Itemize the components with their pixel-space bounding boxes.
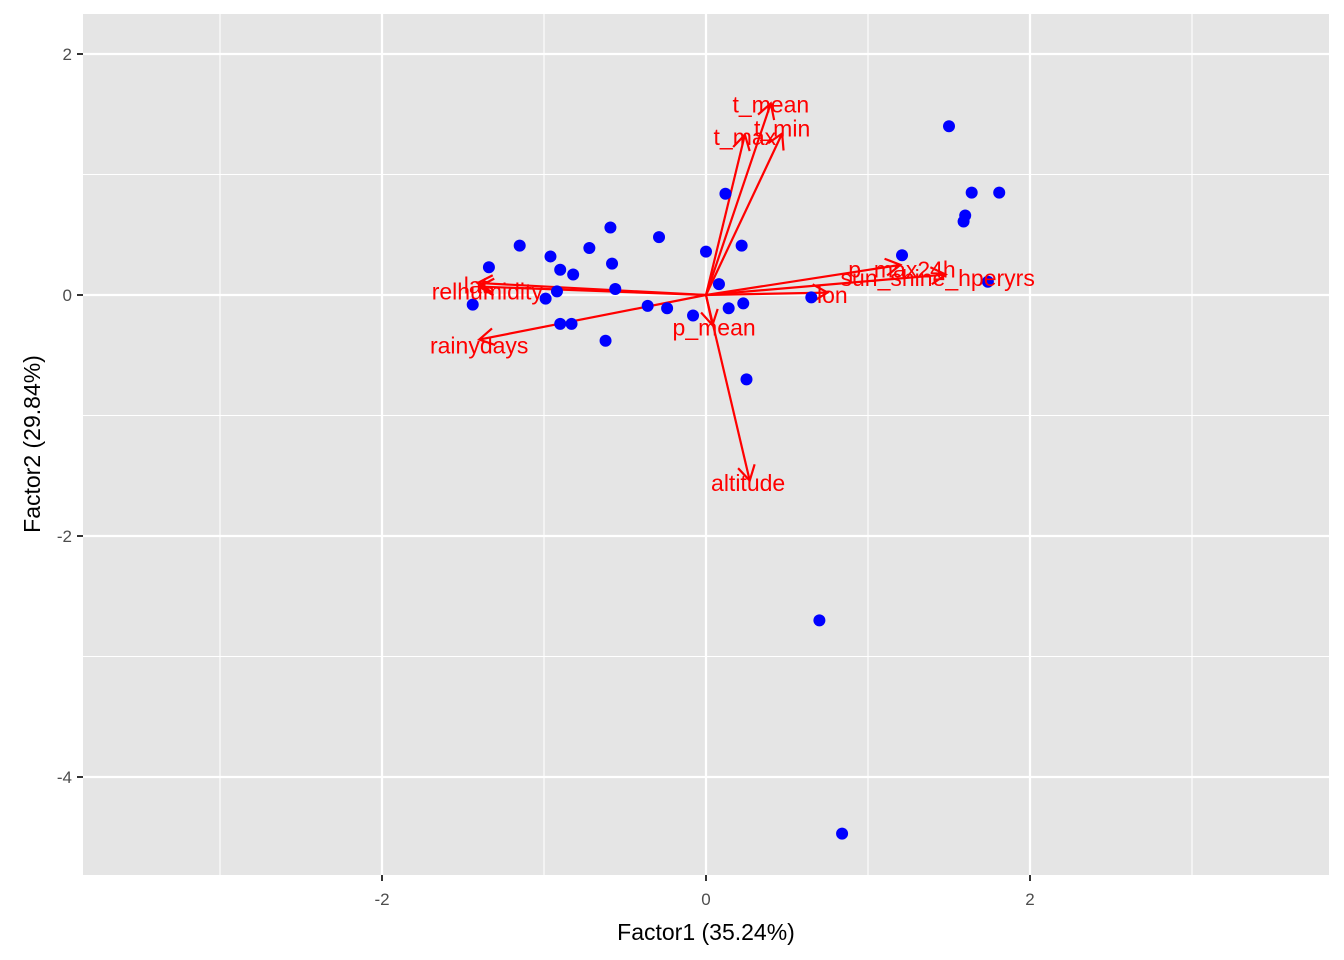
data-point xyxy=(661,302,674,315)
vector-label-t_min: t_min xyxy=(754,116,810,142)
arrowhead-icon xyxy=(767,131,785,151)
arrowhead-icon xyxy=(477,277,495,297)
data-point xyxy=(993,186,1006,199)
x-tick-label: -2 xyxy=(374,890,389,909)
data-point xyxy=(567,268,580,281)
data-point xyxy=(482,261,495,274)
y-axis-title: Factor2 (29.84%) xyxy=(19,355,45,533)
data-point xyxy=(599,334,612,347)
data-point xyxy=(583,242,596,255)
data-point xyxy=(957,215,970,228)
data-point xyxy=(539,292,552,305)
data-point xyxy=(965,186,978,199)
y-tick-label: 0 xyxy=(63,286,72,305)
grid-major xyxy=(83,14,1329,875)
data-point xyxy=(836,827,849,840)
arrowhead-icon xyxy=(732,132,751,152)
y-tick-label: 2 xyxy=(63,45,72,64)
data-point xyxy=(805,291,818,304)
data-point xyxy=(943,120,955,133)
vector-label-lat: lat xyxy=(464,272,489,298)
vector-t_mean xyxy=(704,103,772,296)
y-axis: 2 0 -2 -4 xyxy=(57,45,83,787)
data-point xyxy=(544,250,557,263)
vector-label-sun_shine_hperyrs: sun_shine_hperyrs xyxy=(840,265,1034,291)
arrowhead-icon xyxy=(884,257,903,277)
y-tick-label: -2 xyxy=(57,527,72,546)
data-point xyxy=(653,231,666,244)
vector-relhumidity xyxy=(479,285,707,297)
data-point xyxy=(513,239,526,252)
vector-label-rainydays: rainydays xyxy=(430,333,528,359)
data-point xyxy=(609,282,622,295)
vector-t_min xyxy=(705,133,784,296)
vector-p_max24h xyxy=(705,263,901,297)
data-point xyxy=(604,221,617,234)
data-point xyxy=(565,317,578,330)
arrowhead-icon xyxy=(477,327,496,347)
arrowhead-icon xyxy=(757,101,776,121)
data-point xyxy=(813,614,826,627)
data-point xyxy=(737,297,750,310)
arrowhead-icon xyxy=(929,266,948,286)
arrowhead-icon xyxy=(812,283,830,303)
vector-label-t_mean: t_mean xyxy=(732,92,809,118)
data-point xyxy=(712,278,725,291)
data-point xyxy=(719,187,732,200)
x-tick-label: 2 xyxy=(1025,890,1034,909)
observation-points xyxy=(466,120,1006,840)
vector-sun_shine_hperyrs xyxy=(705,273,946,297)
data-point xyxy=(550,285,563,298)
data-point xyxy=(722,302,735,315)
data-point xyxy=(896,249,909,262)
vector-t_max xyxy=(704,134,746,296)
data-point xyxy=(641,299,654,312)
arrowhead-icon xyxy=(737,463,756,483)
data-point xyxy=(606,257,619,270)
y-tick-label: -4 xyxy=(57,768,72,787)
arrowhead-icon xyxy=(475,274,494,294)
vector-label-lon: lon xyxy=(817,282,848,308)
data-point xyxy=(700,245,712,258)
data-point xyxy=(687,309,700,322)
data-point xyxy=(981,275,994,288)
data-point xyxy=(735,239,748,252)
vector-altitude xyxy=(704,294,751,481)
loading-vectors xyxy=(475,101,948,483)
x-tick-label: 0 xyxy=(701,890,710,909)
x-axis-title: Factor1 (35.24%) xyxy=(617,919,795,945)
data-point xyxy=(554,263,567,276)
vector-label-altitude: altitude xyxy=(711,470,785,496)
vector-label-relhumidity: relhumidity xyxy=(432,278,544,304)
data-point xyxy=(740,373,753,386)
vector-label-p_mean: p_mean xyxy=(673,315,756,341)
vector-label-t_max: t_max xyxy=(714,124,777,150)
data-point xyxy=(554,317,567,330)
data-point xyxy=(466,298,479,311)
vector-label-p_max24h: p_max24h xyxy=(848,257,955,283)
x-axis: -2 0 2 xyxy=(374,875,1035,909)
